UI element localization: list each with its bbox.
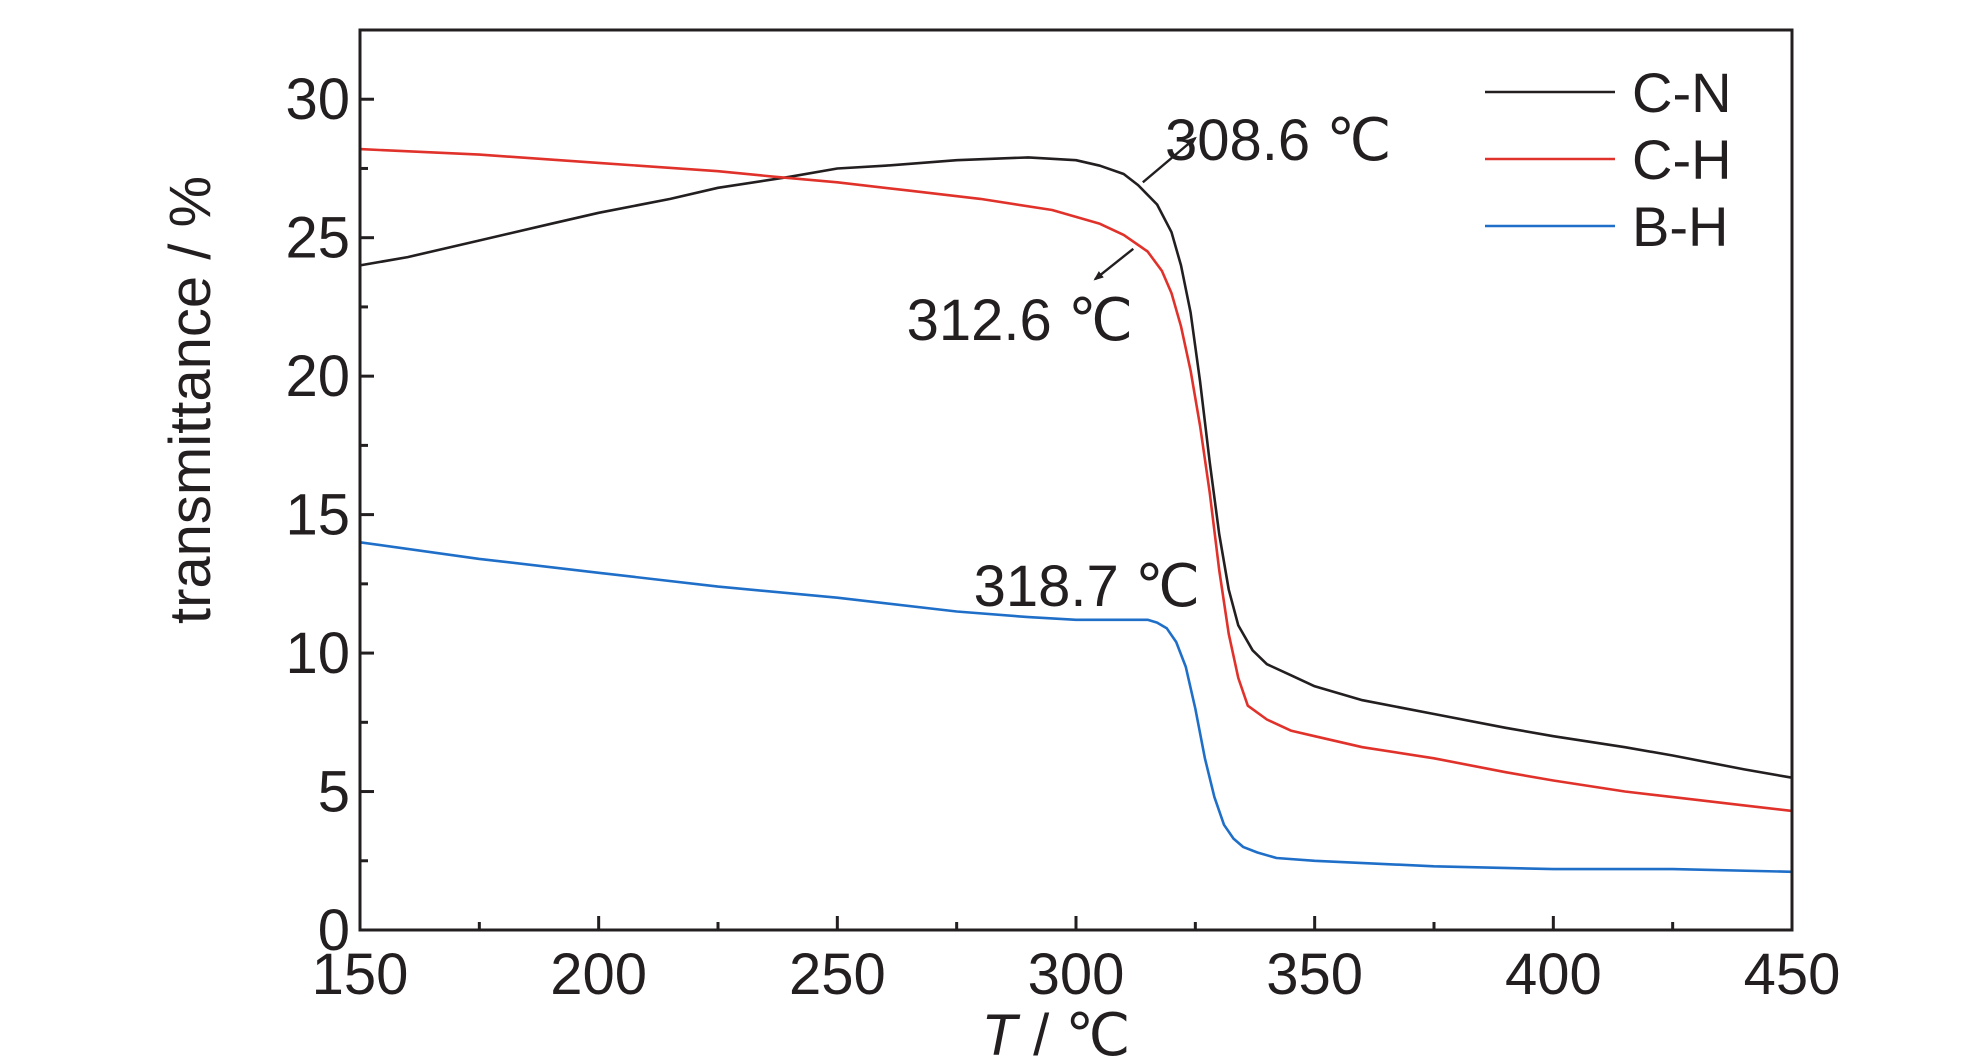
legend: C-NC-HB-H <box>1485 61 1732 258</box>
series-line-c-h <box>359 147 1793 813</box>
x-tick-label: 350 <box>1266 942 1363 1007</box>
y-tick-label: 20 <box>285 344 350 409</box>
x-axis-title: T / ℃ <box>982 1003 1131 1063</box>
y-tick-label: 15 <box>285 483 350 548</box>
y-tick-label: 25 <box>285 206 350 271</box>
annotation-label-c-n: 308.6 ℃ <box>1165 108 1391 173</box>
y-tick-label: 0 <box>318 898 350 963</box>
x-axis-title-variable: T <box>982 1003 1021 1063</box>
x-tick-label: 150 <box>312 942 409 1007</box>
x-tick-label: 400 <box>1505 942 1602 1007</box>
axis-ticks <box>358 97 1794 932</box>
tick-labels: 150 200 250 300 350 400 450 0 5 10 15 20 25 30 <box>285 67 1840 1007</box>
annotation-arrow-c-h <box>1093 247 1135 281</box>
y-tick-label: 30 <box>285 67 350 132</box>
annotation-label-c-h: 312.6 ℃ <box>907 288 1133 353</box>
x-tick-label: 450 <box>1744 942 1841 1007</box>
x-tick-label: 250 <box>789 942 886 1007</box>
x-axis-title-unit: / ℃ <box>1017 1003 1130 1063</box>
series-line-b-h <box>359 541 1793 874</box>
annotation-label-b-h: 318.7 ℃ <box>974 554 1200 619</box>
x-tick-label: 300 <box>1028 942 1125 1007</box>
x-tick-label: 200 <box>550 942 647 1007</box>
y-tick-label: 10 <box>285 621 350 686</box>
annotation-arrow-c-n <box>1142 136 1197 184</box>
plot-frame <box>358 28 1794 932</box>
legend-label-c-h: C-H <box>1632 128 1732 191</box>
plot-lines <box>359 147 1793 874</box>
y-tick-label: 5 <box>318 760 350 825</box>
annotations: 308.6 ℃ 312.6 ℃ 318.7 ℃ <box>907 108 1392 619</box>
y-axis-title: transmittance / % <box>158 176 223 624</box>
legend-label-c-n: C-N <box>1632 61 1732 124</box>
legend-label-b-h: B-H <box>1632 195 1728 258</box>
series-line-c-n <box>359 156 1793 779</box>
